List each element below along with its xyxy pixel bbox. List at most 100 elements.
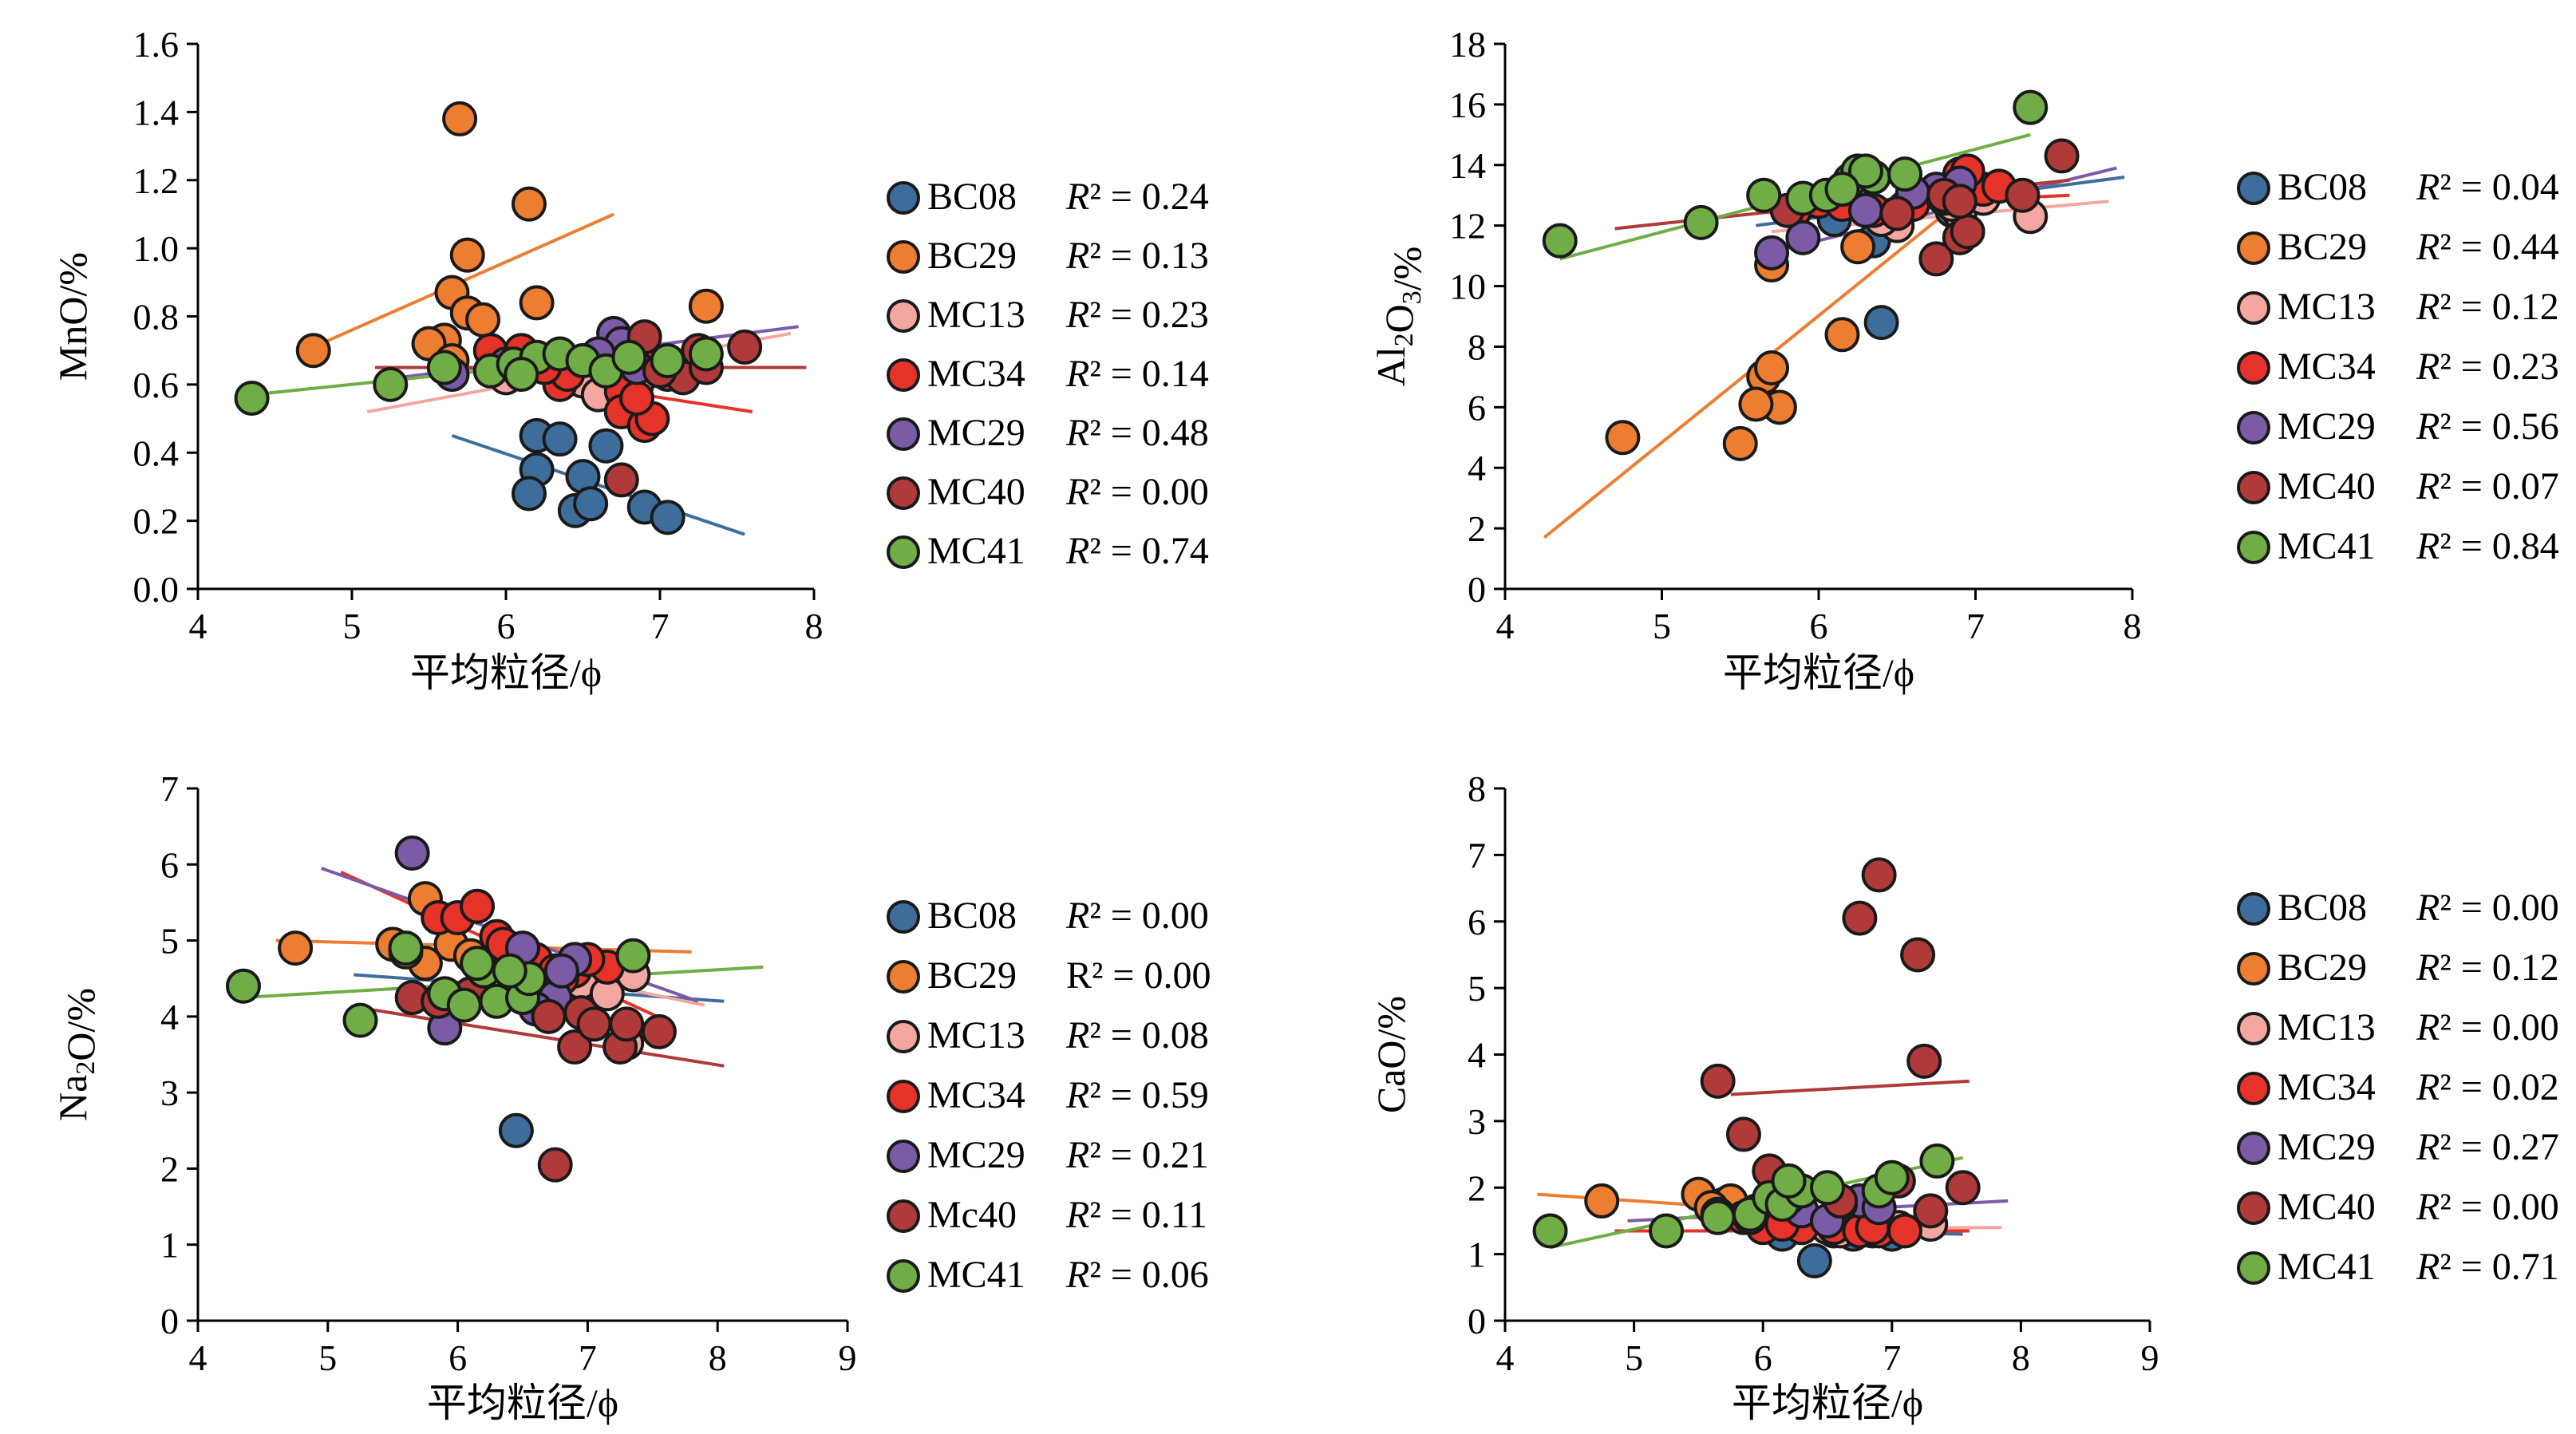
y-tick-label: 4 <box>1468 1035 1486 1076</box>
data-point-mc41 <box>615 938 651 974</box>
legend-series-name: Mc40 <box>927 1194 1017 1236</box>
data-point-bc08 <box>542 421 578 457</box>
y-tick-label: 16 <box>1449 85 1486 125</box>
legend-series-name: MC29 <box>927 1134 1025 1176</box>
data-point-mc40 <box>1900 937 1936 973</box>
legend-series-name: MC40 <box>927 471 1025 513</box>
data-point-mc41 <box>611 339 647 375</box>
y-tick-label: 6 <box>1468 387 1486 428</box>
data-point-mc40 <box>1842 900 1878 936</box>
legend-marker <box>887 960 920 994</box>
legend-marker <box>2237 411 2270 444</box>
x-axis-label: 平均粒径/ϕ <box>1732 1381 1923 1425</box>
data-point-mc40 <box>1861 857 1897 893</box>
y-tick-label: 1.2 <box>133 160 180 201</box>
legend-series-name: BC29 <box>2278 946 2367 989</box>
trend-line-bc08 <box>451 434 745 536</box>
x-tick-label: 5 <box>318 1337 337 1378</box>
data-point-mc40 <box>1700 1063 1736 1099</box>
y-tick-label: 0.8 <box>133 297 180 338</box>
legend-r-squared: R² = 0.74 <box>1065 530 1209 572</box>
data-point-mc41 <box>688 336 724 372</box>
legend-series-name: MC40 <box>2278 1186 2376 1228</box>
y-tick-label: 1.0 <box>133 228 180 269</box>
legend-r-squared: R² = 0.04 <box>2416 166 2559 208</box>
data-point-mc41 <box>1542 223 1578 259</box>
y-tick-label: 7 <box>1468 835 1486 875</box>
data-point-mc41 <box>225 968 261 1004</box>
y-tick-label: 4 <box>160 997 179 1037</box>
data-point-mc40 <box>576 1006 612 1042</box>
y-tick-label: 2 <box>1468 508 1486 549</box>
x-tick-label: 5 <box>343 606 362 646</box>
y-tick-label: 0.6 <box>133 365 180 405</box>
legend-marker <box>887 358 920 392</box>
data-point-mc41 <box>1919 1143 1955 1179</box>
y-tick-label: 8 <box>1468 768 1486 809</box>
y-tick-label: 2 <box>160 1148 179 1189</box>
legend-r-squared: R² = 0.00 <box>2416 887 2559 929</box>
x-axis-label: 平均粒径/ϕ <box>427 1381 618 1425</box>
legend: BC08 R² = 0.00 BC29 R² = 0.12 MC13 R² = 0.00 M… <box>2237 887 2559 1288</box>
y-tick-label: 6 <box>1468 902 1486 942</box>
legend-r-squared: R² = 0.21 <box>1065 1134 1209 1176</box>
legend-r-squared: R² = 0.14 <box>1065 353 1209 395</box>
data-point-bc29 <box>449 237 485 273</box>
legend-series-name: MC41 <box>2278 1246 2376 1288</box>
legend-r-squared: R² = 0.02 <box>2416 1066 2559 1108</box>
y-tick-label: 0 <box>1468 569 1486 610</box>
x-tick-label: 4 <box>189 606 207 646</box>
legend-marker <box>2237 892 2270 926</box>
legend-marker <box>2237 172 2270 205</box>
data-point-mc40 <box>1879 196 1915 231</box>
data-point-mc40 <box>641 1013 677 1049</box>
legend-marker <box>2237 291 2270 325</box>
x-tick-label: 7 <box>579 1337 597 1378</box>
x-tick-label: 6 <box>1754 1337 1772 1378</box>
legend-series-name: MC34 <box>2278 346 2376 388</box>
legend-r-squared: R² = 0.00 <box>1066 954 1211 997</box>
legend-series-name: MC29 <box>2278 1126 2376 1168</box>
x-tick-label: 4 <box>189 1337 207 1378</box>
y-tick-label: 8 <box>1468 326 1486 367</box>
legend-marker <box>887 1080 920 1113</box>
data-point-mc41 <box>342 1002 378 1038</box>
legend-marker <box>2237 1072 2270 1105</box>
legend-marker <box>2237 1251 2270 1285</box>
data-point-mc40 <box>531 998 567 1034</box>
x-axis-label: 平均粒径/ϕ <box>1723 650 1914 695</box>
y-tick-label: 5 <box>1468 968 1486 1009</box>
legend-marker <box>887 1020 920 1053</box>
data-point-mc41 <box>650 342 685 378</box>
data-point-mc41 <box>1810 1170 1845 1206</box>
data-point-bc29 <box>511 186 547 222</box>
data-point-mc41 <box>1746 177 1782 213</box>
y-axis-label: CaO/% <box>1369 996 1413 1113</box>
legend-r-squared: R² = 0.23 <box>1065 294 1209 336</box>
x-tick-label: 6 <box>497 606 516 646</box>
data-point-mc40 <box>2044 138 2080 174</box>
y-tick-label: 12 <box>1449 206 1486 247</box>
data-point-mc41 <box>1771 1163 1807 1199</box>
data-point-mc41 <box>446 987 482 1023</box>
chart-panel-2: 0 2 4 6 8 10 12 14 16 18 4 5 6 7 8 平均粒径/ϕ Al2O3/% BC08 R² … <box>1369 24 2559 695</box>
legend-marker <box>2237 351 2270 385</box>
x-tick-label: 4 <box>1496 606 1515 646</box>
data-point-mc40 <box>609 1006 645 1042</box>
legend-r-squared: R² = 0.12 <box>2416 286 2559 328</box>
data-point-bc29 <box>519 285 555 321</box>
legend-series-name: MC13 <box>2278 1006 2376 1049</box>
legend-marker <box>887 476 920 510</box>
x-tick-label: 8 <box>709 1337 727 1378</box>
data-point-mc34 <box>619 380 655 416</box>
y-tick-label: 14 <box>1449 145 1486 186</box>
data-point-mc40 <box>537 1147 573 1183</box>
x-tick-label: 6 <box>448 1337 467 1378</box>
y-tick-label: 1.4 <box>133 92 180 132</box>
data-point-bc29 <box>442 101 478 136</box>
x-tick-label: 5 <box>1653 606 1671 646</box>
legend-r-squared: R² = 0.13 <box>1065 235 1209 277</box>
x-tick-label: 8 <box>805 606 824 646</box>
legend-marker <box>887 240 920 274</box>
y-tick-label: 3 <box>1468 1101 1486 1142</box>
